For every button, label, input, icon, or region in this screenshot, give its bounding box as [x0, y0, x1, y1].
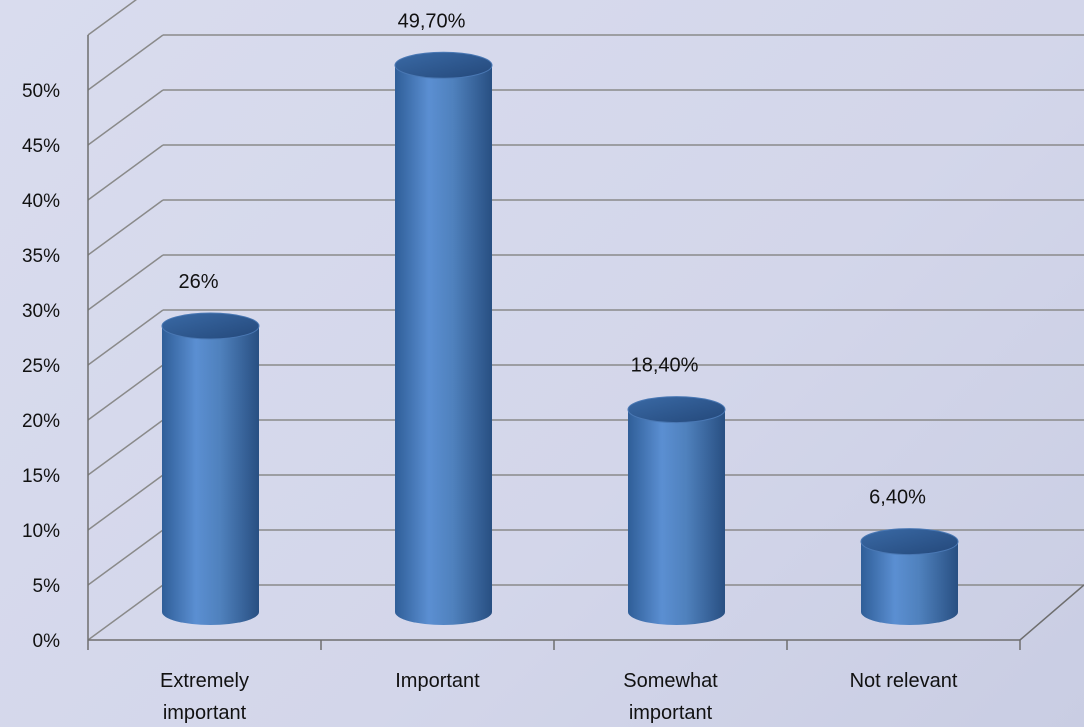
gridline-depth: [87, 364, 164, 421]
y-tick-label: 10%: [22, 521, 60, 542]
floor-right-edge: [1019, 584, 1084, 641]
gridline-depth: [87, 199, 164, 256]
bar-body: [395, 65, 492, 626]
labels: 0% 5% 10% 15% 20% 25% 30% 35% 40% 45% 50% 26% Extrem…: [22, 10, 958, 724]
gridline-depth: [87, 584, 164, 641]
y-tick-label: 0%: [33, 631, 61, 652]
gridline-depth: [87, 144, 164, 201]
data-label: 6,40%: [869, 487, 926, 509]
bar: [860, 528, 959, 625]
gridline-depth: [87, 254, 164, 311]
bar-top: [394, 51, 493, 79]
y-tick-label: 35%: [22, 246, 60, 267]
bar: [394, 51, 493, 626]
gridline-depth: [87, 419, 164, 476]
x-category-label-line: important: [629, 702, 713, 724]
y-tick-label: 50%: [22, 81, 60, 102]
grid: [87, 0, 1084, 641]
bar-top: [161, 312, 260, 340]
data-label: 18,40%: [631, 355, 699, 377]
bar: [627, 396, 726, 625]
y-tick-label: 45%: [22, 136, 60, 157]
x-category-label: Extremely important: [160, 670, 249, 724]
x-category-label: Somewhat important: [623, 670, 718, 724]
x-category-label: Important: [395, 670, 480, 692]
gridline-depth: [87, 0, 137, 36]
gridline-depth: [87, 34, 164, 91]
x-category-label-line: Extremely: [160, 670, 249, 692]
bar-body: [861, 541, 958, 625]
x-category-label: Not relevant: [850, 670, 958, 692]
gridline-depth: [87, 89, 164, 146]
y-tick-label: 5%: [33, 576, 61, 597]
bar-body: [628, 409, 725, 625]
axes: [87, 35, 1084, 650]
gridline-depth: [87, 474, 164, 531]
x-category-label-line: Not relevant: [850, 670, 958, 692]
x-category-label-line: important: [163, 702, 247, 724]
y-tick-label: 30%: [22, 301, 60, 322]
gridline-depth: [87, 309, 164, 366]
bar-top: [860, 528, 959, 556]
x-category-label-line: Somewhat: [623, 670, 718, 692]
data-label: 26%: [178, 271, 218, 293]
y-tick-label: 40%: [22, 191, 60, 212]
x-category-label-line: Important: [395, 670, 480, 692]
y-tick-label: 20%: [22, 411, 60, 432]
y-tick-label: 25%: [22, 356, 60, 377]
bar: [161, 312, 260, 625]
data-label: 49,70%: [398, 10, 466, 32]
gridline-depth: [87, 529, 164, 586]
bars: [161, 51, 959, 626]
bar-top: [627, 396, 726, 424]
bar-body: [162, 326, 259, 625]
y-tick-label: 15%: [22, 466, 60, 487]
